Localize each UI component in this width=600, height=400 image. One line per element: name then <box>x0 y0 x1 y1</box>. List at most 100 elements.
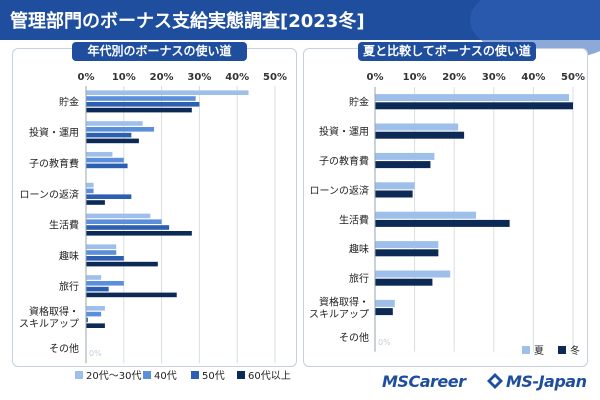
left-category-label: 旅行 <box>59 280 79 293</box>
left-bar <box>86 256 124 261</box>
left-bar <box>86 231 192 236</box>
right-x-tick-label: 40% <box>521 72 545 83</box>
right-category-label: ローンの返済 <box>310 184 370 197</box>
right-category-label: スキルアップ <box>309 309 369 321</box>
right-legend-swatch <box>558 346 566 354</box>
right-x-tick-label: 50% <box>561 72 585 83</box>
right-bar <box>375 278 433 286</box>
left-bar <box>86 163 128 169</box>
right-x-tick-label: 0% <box>367 72 384 83</box>
left-legend-label: 60代以上 <box>248 370 291 382</box>
left-legend-label: 20代〜30代 <box>86 370 141 382</box>
left-bar <box>86 213 151 219</box>
left-bar <box>86 90 249 95</box>
right-zero-label: 0% <box>378 338 391 347</box>
right-bar <box>375 123 459 131</box>
left-bar <box>86 132 132 138</box>
left-bar <box>86 275 102 280</box>
left-x-tick-label: 20% <box>150 72 174 83</box>
ms-japan-logo-mark-icon <box>487 373 503 389</box>
left-x-tick-label: 10% <box>112 72 136 83</box>
left-bar <box>86 127 155 132</box>
left-bar <box>86 311 102 317</box>
left-legend-swatch <box>237 371 245 379</box>
left-bar <box>86 107 192 113</box>
right-category-label: 趣味 <box>349 243 369 256</box>
right-chart-title: 夏と比較してボーナスの使い道 <box>358 42 536 61</box>
right-x-tick-label: 30% <box>482 72 506 83</box>
right-chart-panel <box>303 48 588 367</box>
left-legend-label: 50代 <box>202 370 225 382</box>
msjapan-logo: MS-Japan <box>506 372 587 391</box>
left-category-label: ローンの返済 <box>20 188 80 201</box>
right-bar <box>375 308 393 316</box>
left-legend-swatch <box>75 371 83 379</box>
left-x-tick-label: 40% <box>225 72 249 83</box>
left-category-label: 子の教育費 <box>29 157 79 170</box>
left-bar <box>86 261 158 267</box>
left-bar <box>86 225 170 230</box>
left-bar <box>86 292 177 298</box>
left-legend-label: 40代 <box>154 370 177 382</box>
left-bar <box>86 96 196 101</box>
right-legend-label: 冬 <box>570 344 580 357</box>
left-bar <box>86 200 105 205</box>
right-category-label: 貯金 <box>349 96 369 109</box>
left-chart-panel <box>12 48 297 367</box>
left-x-tick-label: 30% <box>187 72 211 83</box>
right-legend-swatch <box>522 346 530 354</box>
right-bar <box>375 249 439 257</box>
right-bar <box>375 270 451 278</box>
right-category-label: 旅行 <box>349 272 369 285</box>
right-category-label: 生活費 <box>339 213 369 226</box>
left-bar <box>86 138 139 144</box>
right-bar <box>375 299 395 307</box>
right-category-label: 子の教育費 <box>319 155 369 168</box>
left-bar <box>86 182 94 188</box>
left-bar <box>86 306 105 311</box>
right-legend-label: 夏 <box>534 345 544 357</box>
right-bar <box>375 161 431 169</box>
left-category-label: その他 <box>49 342 79 355</box>
header-bar: 管理部門のボーナス支給実態調査[2023冬] <box>0 0 600 60</box>
right-bar <box>375 182 415 190</box>
right-x-tick-label: 20% <box>442 72 466 83</box>
left-chart-title: 年代別のボーナスの使い道 <box>72 42 247 61</box>
right-bar <box>375 241 439 249</box>
left-bar <box>86 317 88 323</box>
left-category-label: スキルアップ <box>19 318 79 330</box>
right-bar <box>375 190 413 198</box>
left-bar <box>86 244 117 249</box>
right-bar <box>375 131 465 139</box>
left-bar <box>86 219 162 224</box>
left-bar <box>86 323 105 328</box>
left-bar <box>86 286 109 292</box>
left-bar <box>86 194 132 199</box>
right-bar <box>375 94 570 102</box>
mscareer-logo: MSCareer <box>382 372 466 391</box>
left-zero-label: 0% <box>89 349 102 358</box>
page-title: 管理部門のボーナス支給実態調査[2023冬] <box>10 11 365 32</box>
right-x-tick-label: 10% <box>403 72 427 83</box>
left-x-tick-label: 50% <box>263 72 287 83</box>
left-bar <box>86 157 124 163</box>
right-category-label: 資格取得・ <box>319 296 369 309</box>
right-bar <box>375 211 476 219</box>
right-bar <box>375 152 435 160</box>
left-bar <box>86 152 113 157</box>
right-bar <box>375 102 573 110</box>
left-bar <box>86 188 94 194</box>
right-category-label: その他 <box>339 331 369 344</box>
left-category-label: 生活費 <box>49 219 79 232</box>
left-legend-swatch <box>143 371 151 379</box>
right-category-label: 投資・運用 <box>319 125 369 138</box>
left-bar <box>86 102 200 107</box>
left-bar <box>86 250 117 255</box>
left-category-label: 趣味 <box>59 249 79 262</box>
left-category-label: 貯金 <box>59 95 79 108</box>
right-bar <box>375 219 510 227</box>
left-x-tick-label: 0% <box>78 72 95 83</box>
left-legend-swatch <box>191 371 199 379</box>
left-bar <box>86 121 143 126</box>
